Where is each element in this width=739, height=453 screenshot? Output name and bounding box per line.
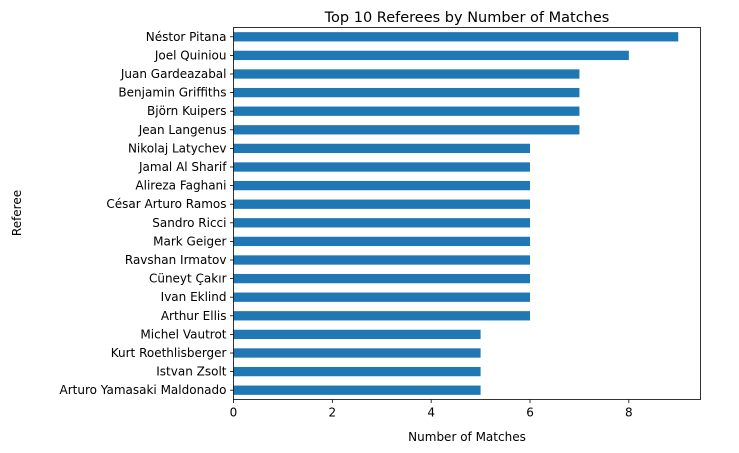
y-tick-label: Ivan Eklind [161, 290, 227, 304]
y-tick-label: Arthur Ellis [161, 309, 227, 323]
y-tick-label: Juan Gardeazabal [120, 67, 227, 81]
bar [233, 87, 580, 98]
y-tick-label: Michel Vautrot [140, 327, 226, 341]
y-tick-label: Joel Quiniou [154, 48, 227, 62]
bar [233, 32, 679, 42]
bar [233, 329, 481, 340]
bar [233, 199, 531, 209]
bar [233, 348, 481, 358]
y-tick-label: Jean Langenus [138, 123, 227, 137]
bar [233, 69, 580, 79]
bar [233, 255, 531, 265]
y-tick-label: Sandro Ricci [152, 216, 226, 230]
bar [233, 366, 481, 377]
chart-title: Top 10 Referees by Number of Matches [324, 10, 610, 26]
bar [233, 236, 531, 247]
x-tick-label: 2 [329, 406, 337, 420]
y-tick-label: Mark Geiger [153, 234, 226, 248]
y-tick-label: César Arturo Ramos [106, 197, 226, 211]
y-tick-label: Néstor Pitana [146, 30, 227, 44]
bar [233, 385, 481, 395]
x-axis-label: Number of Matches [408, 430, 526, 444]
y-tick-label: Alireza Faghani [135, 179, 226, 193]
y-tick-label: Benjamin Griffiths [118, 86, 226, 100]
x-tick-label: 6 [526, 406, 534, 420]
y-tick-label: Cüneyt Çakır [149, 272, 227, 286]
y-axis-label: Referee [10, 190, 24, 236]
y-tick-label: Arturo Yamasaki Maldonado [60, 383, 227, 397]
x-tick-label: 8 [625, 406, 633, 420]
bar [233, 106, 580, 116]
bar [233, 218, 531, 228]
y-tick-label: Björn Kuipers [147, 104, 226, 118]
bar [233, 125, 580, 135]
y-axis-ticks: Néstor Pitana Joel Quiniou Juan Gardeazaba… [60, 30, 234, 397]
bar [233, 292, 531, 302]
bar [233, 50, 629, 61]
y-tick-label: Nikolaj Latychev [128, 141, 227, 155]
y-tick-label: Kurt Roethlisberger [111, 346, 227, 360]
y-tick-label: Istvan Zsolt [156, 365, 227, 379]
bar [233, 180, 531, 191]
plot-frame [233, 27, 701, 400]
x-tick-label: 0 [230, 406, 238, 420]
y-tick-label: Ravshan Irmatov [125, 253, 227, 267]
x-axis-ticks: 0 2 4 6 8 [230, 399, 633, 420]
y-tick-label: Jamal Al Sharif [138, 160, 227, 174]
bar [233, 273, 531, 284]
bar [233, 143, 531, 154]
bar [233, 162, 531, 172]
bars-group [233, 32, 679, 395]
bar [233, 311, 531, 321]
x-tick-label: 4 [427, 406, 435, 420]
